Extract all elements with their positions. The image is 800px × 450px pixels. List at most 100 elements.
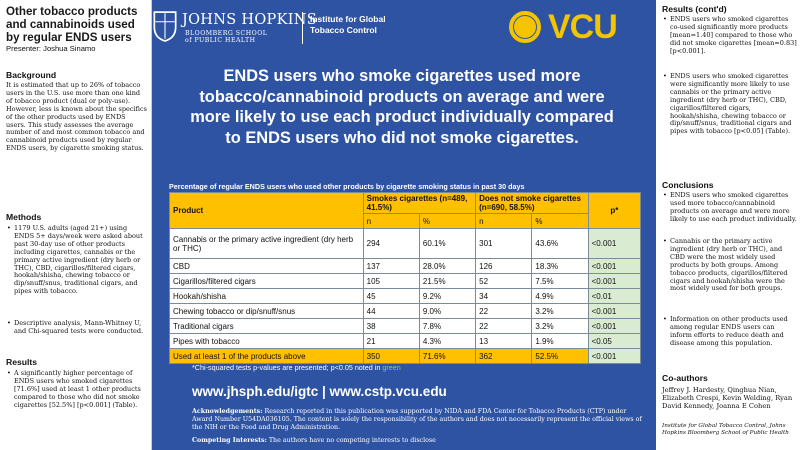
coauthors-heading: Co-authors: [662, 373, 708, 383]
methods-item: 1179 U.S. adults (aged 21+) using ENDS 5…: [6, 224, 147, 296]
col-p: p*: [587, 192, 642, 229]
table-row: Chewing tobacco or dip/snuff/snus 44 9.0…: [169, 303, 642, 319]
cell-product: Cannabis or the primary active ingredien…: [169, 228, 364, 259]
cell-p: <0.001: [587, 318, 642, 334]
igtc-line2: Tobacco Control: [310, 25, 377, 35]
cell-p1: 7.8%: [418, 318, 477, 334]
cell-p: <0.05: [587, 333, 642, 349]
jhu-school: BLOOMBERG SCHOOL of PUBLIC HEALTH: [185, 30, 267, 45]
results-heading: Results: [6, 357, 38, 367]
cell-p2: 18.3%: [531, 258, 589, 274]
cell-n1: 45: [362, 288, 420, 304]
background-heading: Background: [6, 70, 57, 80]
center-panel: JOHNS HOPKINS BLOOMBERG SCHOOL of PUBLIC…: [152, 0, 656, 450]
cell-product: CBD: [169, 258, 364, 274]
chi-note-green: green: [382, 363, 401, 372]
jhu-shield-icon: [153, 11, 177, 42]
table-row: Cannabis or the primary active ingredien…: [169, 228, 642, 259]
cell-n2: 22: [475, 318, 533, 334]
cell-n1: 350: [362, 348, 420, 364]
cell-p: <0.001: [587, 273, 642, 289]
results-cont-heading: Results (cont'd): [662, 4, 727, 14]
coauthors-text: Jeffrey J. Hardesty, Qinghua Nian, Eliza…: [662, 386, 793, 411]
table-header-row: Product Smokes cigarettes (n=489, 41.5%)…: [169, 192, 642, 229]
cell-n1: 137: [362, 258, 420, 274]
cell-n1: 44: [362, 303, 420, 319]
background-text: It is estimated that up to 26% of tobacc…: [6, 81, 147, 153]
cell-p1: 60.1%: [418, 228, 477, 259]
cell-p: <0.001: [587, 303, 642, 319]
urls-line[interactable]: www.jhsph.edu/igtc | www.cstp.vcu.edu: [192, 384, 447, 399]
conclusions-heading: Conclusions: [662, 180, 714, 190]
acknowledgements: Acknowledgements: Research reported in t…: [192, 408, 647, 431]
sub-pct: %: [531, 213, 589, 229]
competing-text: The authors have no competing interests …: [268, 437, 436, 444]
table-subheader-row: n % n %: [170, 213, 641, 229]
jhu-name: JOHNS HOPKINS: [182, 12, 317, 28]
competing-interests: Competing Interests: The authors have no…: [192, 437, 436, 444]
results-item: A significantly higher percentage of END…: [6, 369, 147, 410]
results-cont-item: ENDS users who smoked cigarettes were si…: [662, 72, 798, 136]
right-column: Results (cont'd) ENDS users who smoked c…: [656, 0, 800, 450]
logo-divider: [302, 12, 303, 44]
results-cont-item: ENDS users who smoked cigarettes co-used…: [662, 15, 798, 56]
sub-pct: %: [418, 213, 477, 229]
col-product: Product: [169, 192, 364, 229]
jhu-school-line1: BLOOMBERG SCHOOL: [185, 30, 268, 37]
igtc-name: Institute for Global Tobacco Control: [310, 14, 386, 36]
ack-label: Acknowledgements:: [192, 408, 263, 415]
left-column: Other tobacco products and cannabinoids …: [0, 0, 152, 450]
cell-p: <0.001: [587, 348, 642, 364]
cell-n2: 126: [475, 258, 533, 274]
chi-note-prefix: *Chi-squared tests p-values are presente…: [192, 363, 383, 372]
affiliation: Institute for Global Tobacco Control, Jo…: [662, 423, 789, 436]
cell-n1: 105: [362, 273, 420, 289]
table-row: Cigarillos/filtered cigars 105 21.5% 52 …: [169, 273, 642, 289]
cell-n2: 13: [475, 333, 533, 349]
table-row: Hookah/shisha 45 9.2% 34 4.9% <0.01: [169, 288, 642, 304]
cell-p: <0.01: [587, 288, 642, 304]
cell-product: Used at least 1 of the products above: [169, 348, 364, 364]
cell-p1: 21.5%: [418, 273, 477, 289]
conclusions-item: Information on other products used among…: [662, 315, 798, 348]
table-row: Traditional cigars 38 7.8% 22 3.2% <0.00…: [169, 318, 642, 334]
cell-p2: 52.5%: [531, 348, 589, 364]
table-total-row: Used at least 1 of the products above 35…: [169, 348, 642, 364]
table-row: Pipes with tobacco 21 4.3% 13 1.9% <0.05: [169, 333, 642, 349]
cell-n2: 301: [475, 228, 533, 259]
table-row: CBD 137 28.0% 126 18.3% <0.001: [169, 258, 642, 274]
cell-p2: 3.2%: [531, 303, 589, 319]
cell-p2: 7.5%: [531, 273, 589, 289]
poster-title: Other tobacco products and cannabinoids …: [6, 5, 138, 44]
vcu-seal-icon: [507, 9, 543, 45]
cell-product: Cigarillos/filtered cigars: [169, 273, 364, 289]
cell-p1: 71.6%: [418, 348, 477, 364]
conclusions-item: ENDS users who smoked cigarettes used mo…: [662, 191, 798, 224]
cell-p2: 4.9%: [531, 288, 589, 304]
methods-item: Descriptive analysis, Mann-Whitney U, an…: [6, 319, 147, 336]
cell-n2: 362: [475, 348, 533, 364]
cell-p1: 9.0%: [418, 303, 477, 319]
results-table: Product Smokes cigarettes (n=489, 41.5%)…: [169, 192, 642, 364]
cell-n1: 38: [362, 318, 420, 334]
cell-product: Pipes with tobacco: [169, 333, 364, 349]
cell-n1: 294: [362, 228, 420, 259]
table-caption: Percentage of regular ENDS users who use…: [169, 182, 525, 191]
vcu-logo: VCU: [548, 8, 618, 46]
cell-p1: 28.0%: [418, 258, 477, 274]
competing-label: Competing Interests:: [192, 437, 267, 444]
cell-p: <0.001: [587, 258, 642, 274]
cell-p2: 3.2%: [531, 318, 589, 334]
igtc-line1: Institute for Global: [310, 14, 386, 24]
presenter-line: Presenter: Joshua Sinamo: [6, 44, 96, 53]
conclusions-item: Cannabis or the primary active ingredien…: [662, 237, 798, 293]
cell-n2: 52: [475, 273, 533, 289]
sub-n: n: [362, 213, 420, 229]
methods-heading: Methods: [6, 212, 42, 222]
cell-p2: 1.9%: [531, 333, 589, 349]
col-nosmoke: Does not smoke cigarettes (n=690, 58.5%): [475, 192, 589, 214]
chi-note: *Chi-squared tests p-values are presente…: [192, 363, 401, 372]
cell-product: Traditional cigars: [169, 318, 364, 334]
headline: ENDS users who smoke cigarettes used mor…: [190, 67, 614, 147]
cell-p1: 4.3%: [418, 333, 477, 349]
